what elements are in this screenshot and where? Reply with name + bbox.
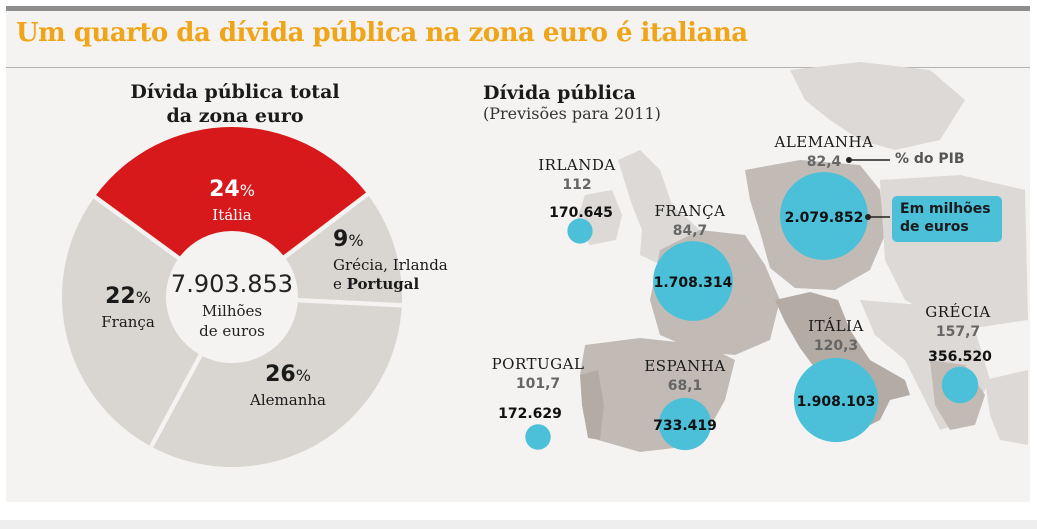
donut-chart-title: Dívida pública total da zona euro bbox=[95, 80, 375, 128]
country-pct-pib-franca: 84,7 bbox=[673, 223, 708, 239]
donut-center-unit-line-1: Milhões bbox=[202, 302, 262, 320]
country-pct-pib-italia: 120,3 bbox=[814, 338, 858, 354]
donut-label-1-line-2: e Portugal bbox=[333, 275, 419, 293]
pib-legend-label: % do PIB bbox=[895, 151, 965, 167]
donut-title-line-1: Dívida pública total bbox=[130, 81, 340, 103]
bubble-irlanda bbox=[567, 218, 593, 244]
donut-slice-franca bbox=[61, 198, 199, 446]
map-land-turkey bbox=[985, 370, 1028, 445]
headline: Um quarto da dívida pública na zona euro… bbox=[16, 18, 748, 48]
bubble-portugal bbox=[525, 424, 551, 450]
country-name-alemanha: ALEMANHA bbox=[774, 133, 874, 151]
size-legend-line-2: de euros bbox=[900, 219, 969, 235]
country-name-grecia: GRÉCIA bbox=[925, 303, 990, 321]
size-callout-dot bbox=[865, 214, 871, 220]
country-pct-pib-grecia: 157,7 bbox=[936, 324, 980, 340]
size-legend-line-1: Em milhões bbox=[900, 201, 991, 217]
country-pct-pib-irlanda: 112 bbox=[562, 177, 591, 193]
pib-callout-dot bbox=[846, 157, 852, 163]
map-land-scandinavia bbox=[790, 62, 965, 150]
country-debt-irlanda: 170.645 bbox=[549, 205, 613, 221]
donut-label-2: Alemanha bbox=[249, 391, 326, 409]
country-name-portugal: PORTUGAL bbox=[492, 355, 585, 373]
donut-pct-1: 9% bbox=[333, 227, 364, 252]
donut-center-value: 7.903.853 bbox=[171, 270, 293, 298]
top-rule bbox=[6, 6, 1030, 11]
bubble-alemanha bbox=[780, 172, 868, 260]
map-land-portugal bbox=[580, 370, 604, 440]
donut-slice-alemanha bbox=[153, 302, 402, 468]
donut-label-3: França bbox=[101, 313, 155, 331]
donut-pct-3: 22% bbox=[105, 284, 151, 309]
country-debt-grecia: 356.520 bbox=[928, 349, 992, 365]
country-name-italia: ITÁLIA bbox=[808, 317, 864, 335]
bottom-band bbox=[0, 520, 1037, 529]
map-subtitle: (Previsões para 2011) bbox=[483, 104, 661, 123]
donut-slice-portugal bbox=[285, 195, 402, 304]
country-debt-alemanha: 2.079.852 bbox=[785, 210, 864, 226]
bubble-italia bbox=[793, 357, 879, 443]
map-land-iberia bbox=[580, 338, 735, 452]
country-pct-pib-alemanha: 82,4 bbox=[807, 154, 842, 170]
donut-title-line-2: da zona euro bbox=[166, 105, 304, 127]
donut-label-1-line-1: Grécia, Irlanda bbox=[333, 256, 448, 274]
donut-center-unit-line-2: de euros bbox=[199, 322, 265, 340]
size-legend-box: Em milhões de euros bbox=[892, 196, 1002, 242]
country-name-franca: FRANÇA bbox=[655, 202, 726, 220]
donut-slice-italia bbox=[96, 126, 367, 257]
country-debt-italia: 1.908.103 bbox=[797, 394, 876, 410]
country-pct-pib-portugal: 101,7 bbox=[516, 376, 560, 392]
map-title: Dívida pública bbox=[483, 82, 636, 104]
country-name-espanha: ESPANHA bbox=[644, 357, 725, 375]
donut-pct-0: 24% bbox=[209, 177, 255, 202]
country-name-irlanda: IRLANDA bbox=[538, 156, 616, 174]
country-debt-portugal: 172.629 bbox=[498, 406, 562, 422]
bubble-franca bbox=[653, 241, 733, 321]
bubble-grecia bbox=[941, 366, 979, 404]
country-debt-espanha: 733.419 bbox=[653, 418, 717, 434]
donut-pct-2: 26% bbox=[265, 362, 311, 387]
country-pct-pib-espanha: 68,1 bbox=[668, 378, 703, 394]
country-debt-franca: 1.708.314 bbox=[654, 275, 733, 291]
bubble-espanha bbox=[658, 397, 712, 451]
donut-label-0: Itália bbox=[212, 206, 251, 224]
header-rule bbox=[6, 67, 1030, 68]
